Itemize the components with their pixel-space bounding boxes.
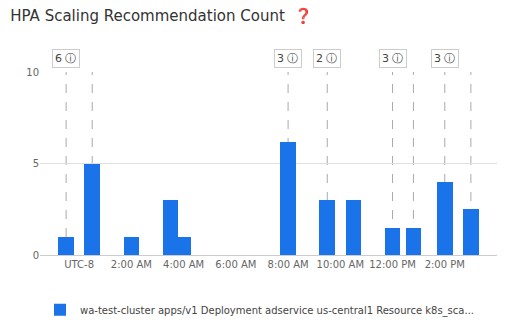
- svg-text:UTC-8: UTC-8: [64, 259, 94, 270]
- svg-text:3 ⓘ: 3 ⓘ: [382, 52, 404, 65]
- svg-text:3 ⓘ: 3 ⓘ: [434, 52, 456, 65]
- svg-text:6:00 AM: 6:00 AM: [215, 259, 256, 270]
- svg-text:2:00 AM: 2:00 AM: [111, 259, 152, 270]
- svg-text:12:00 PM: 12:00 PM: [369, 259, 416, 270]
- svg-text:HPA Scaling Recommendation Cou: HPA Scaling Recommendation Count ❓: [10, 7, 313, 25]
- svg-text:2:00 PM: 2:00 PM: [425, 259, 465, 270]
- svg-text:wa-test-cluster apps/v1 Deploy: wa-test-cluster apps/v1 Deployment adser…: [80, 305, 474, 317]
- svg-text:5: 5: [33, 158, 39, 169]
- svg-text:8:00 AM: 8:00 AM: [268, 259, 309, 270]
- svg-text:10: 10: [26, 67, 39, 78]
- svg-text:6 ⓘ: 6 ⓘ: [55, 52, 77, 65]
- svg-text:2 ⓘ: 2 ⓘ: [316, 52, 338, 65]
- svg-text:3 ⓘ: 3 ⓘ: [277, 52, 299, 65]
- svg-text:4:00 AM: 4:00 AM: [163, 259, 204, 270]
- svg-text:0: 0: [33, 250, 39, 261]
- svg-text:10:00 AM: 10:00 AM: [317, 259, 364, 270]
